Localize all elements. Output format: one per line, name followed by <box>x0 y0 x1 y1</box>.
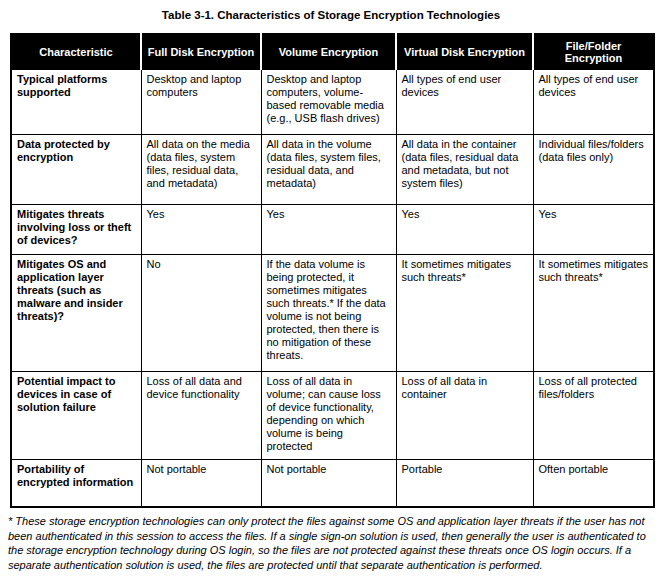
table-cell: Desktop and laptop computers <box>141 69 261 134</box>
table-row-potential-impact: Potential impact to devices in case of s… <box>11 371 654 459</box>
table-cell: All types of end user devices <box>533 69 654 134</box>
table-row-data-protected: Data protected by encryption All data on… <box>11 134 654 204</box>
table-cell: No <box>141 254 261 371</box>
table-title: Table 3-1. Characteristics of Storage En… <box>0 0 662 21</box>
column-header-file-folder-encryption: File/Folder Encryption <box>533 34 654 69</box>
column-header-virtual-disk-encryption: Virtual Disk Encryption <box>396 34 533 69</box>
column-header-full-disk-encryption: Full Disk Encryption <box>141 34 261 69</box>
table-cell: If the data volume is being protected, i… <box>261 254 396 371</box>
table-cell: Loss of all data and device functionalit… <box>141 371 261 459</box>
row-header: Typical platforms supported <box>11 69 141 134</box>
table-cell: Portable <box>396 459 533 507</box>
row-header: Potential impact to devices in case of s… <box>11 371 141 459</box>
table-cell: All data on the media (data files, syste… <box>141 134 261 204</box>
table-cell: It sometimes mitigates such threats* <box>396 254 533 371</box>
row-header: Data protected by encryption <box>11 134 141 204</box>
table-row-portability: Portability of encrypted information Not… <box>11 459 654 507</box>
table-cell: Not portable <box>261 459 396 507</box>
row-header: Mitigates threats involving loss or thef… <box>11 204 141 254</box>
table-cell: It sometimes mitigates such threats* <box>533 254 654 371</box>
storage-encryption-table: Characteristic Full Disk Encryption Volu… <box>10 33 655 508</box>
column-header-characteristic: Characteristic <box>11 34 141 69</box>
table-cell: Yes <box>261 204 396 254</box>
table-header-row: Characteristic Full Disk Encryption Volu… <box>11 34 654 69</box>
table-footnote: * These storage encryption technologies … <box>8 514 658 572</box>
table-cell: Not portable <box>141 459 261 507</box>
table-row-typical-platforms: Typical platforms supported Desktop and … <box>11 69 654 134</box>
row-header: Mitigates OS and application layer threa… <box>11 254 141 371</box>
table-cell: All data in the volume (data files, syst… <box>261 134 396 204</box>
row-header: Portability of encrypted information <box>11 459 141 507</box>
table-cell: All types of end user devices <box>396 69 533 134</box>
table-row-mitigates-loss-theft: Mitigates threats involving loss or thef… <box>11 204 654 254</box>
table-cell: Loss of all data in volume; can cause lo… <box>261 371 396 459</box>
table-cell: Loss of all data in container <box>396 371 533 459</box>
column-header-volume-encryption: Volume Encryption <box>261 34 396 69</box>
table-cell: Loss of all protected files/folders <box>533 371 654 459</box>
table-cell: All data in the container (data files, r… <box>396 134 533 204</box>
table-cell: Yes <box>533 204 654 254</box>
table-cell: Yes <box>141 204 261 254</box>
table-cell: Often portable <box>533 459 654 507</box>
table-cell: Yes <box>396 204 533 254</box>
table-cell: Individual files/folders (data files onl… <box>533 134 654 204</box>
table-cell: Desktop and laptop computers, volume-bas… <box>261 69 396 134</box>
table-row-mitigates-os-threats: Mitigates OS and application layer threa… <box>11 254 654 371</box>
